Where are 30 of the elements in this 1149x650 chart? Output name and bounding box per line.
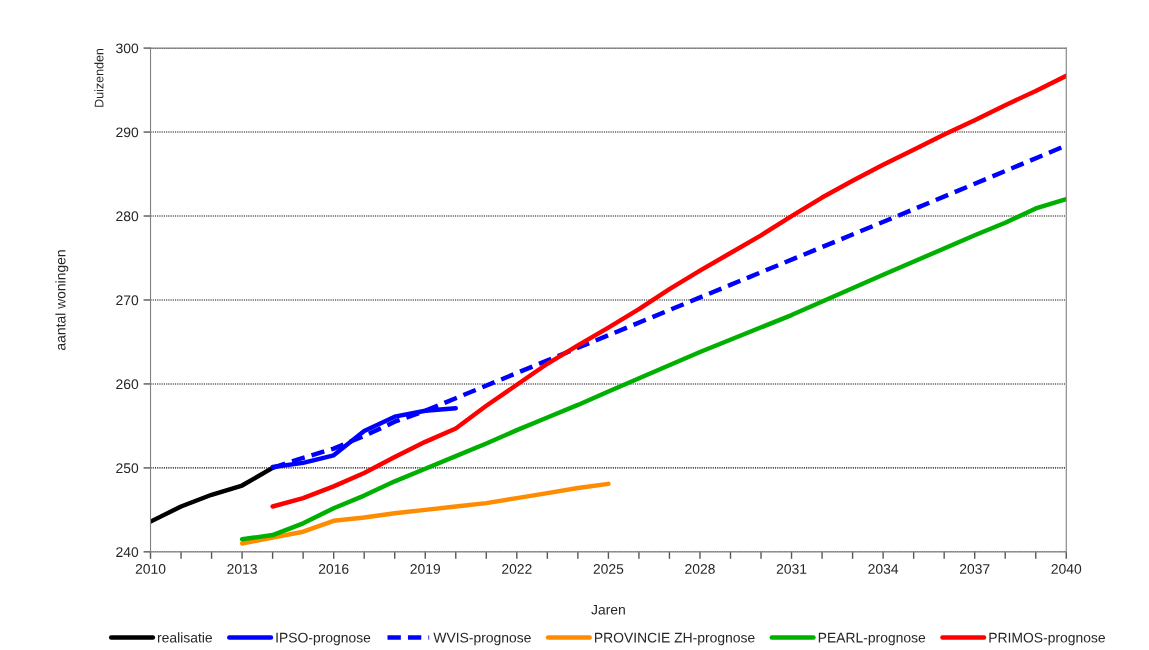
x-tick-label: 2016 xyxy=(318,564,349,574)
x-tick-label: 2022 xyxy=(502,564,532,574)
x-axis-title: Jaren xyxy=(591,604,625,615)
text: Duizenden xyxy=(94,48,104,107)
y-tick-label: 260 xyxy=(116,379,139,390)
y-axis-title: aantal woningen xyxy=(55,250,69,350)
x-tick-label: 2037 xyxy=(959,564,990,574)
legend-label: realisatie xyxy=(157,632,212,643)
legend-label: PEARL-prognose xyxy=(818,632,926,646)
x-tick-label: 2040 xyxy=(1051,564,1082,574)
y-tick-label: 280 xyxy=(116,211,139,222)
x-tick-label: 2025 xyxy=(593,564,624,574)
x-tick-label: 2028 xyxy=(685,564,715,574)
x-tick-label: 2013 xyxy=(227,564,257,574)
x-tick-label: 2031 xyxy=(776,564,807,574)
legend-label: WVIS-prognose xyxy=(433,632,531,646)
legend-label: IPSO-prognose xyxy=(276,632,371,646)
line-series xyxy=(270,73,1067,509)
legend-label: PRIMOS-prognose xyxy=(989,632,1105,646)
y-tick-label: 290 xyxy=(116,127,139,138)
y-tick-label: 270 xyxy=(116,295,139,306)
x-tick-label: 2019 xyxy=(410,564,441,574)
legend-label: PROVINCIE ZH-prognose xyxy=(595,632,755,646)
x-tick-label: 2010 xyxy=(135,564,166,574)
line-series xyxy=(239,481,611,546)
y-tick-label: 240 xyxy=(116,547,139,558)
y-tick-label: 250 xyxy=(116,463,139,474)
x-tick-label: 2034 xyxy=(868,564,899,574)
y-tick-label: 300 xyxy=(116,43,139,54)
line-series xyxy=(239,197,1067,542)
